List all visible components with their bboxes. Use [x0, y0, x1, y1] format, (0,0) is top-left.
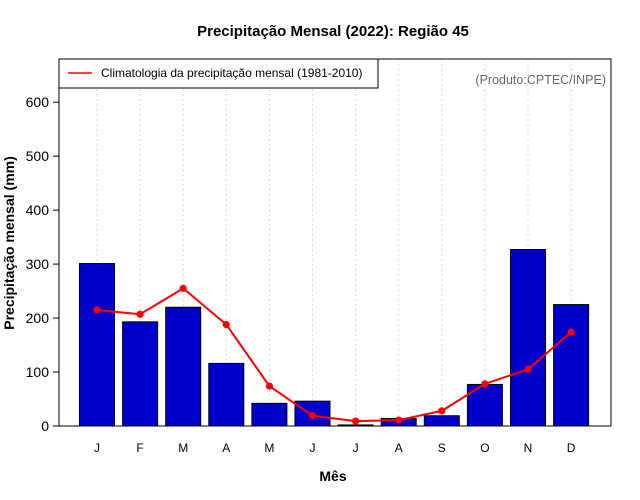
y-tick-label: 0 — [41, 418, 49, 434]
line-point — [438, 407, 446, 415]
x-tick-label: M — [178, 441, 188, 455]
line-point — [524, 365, 532, 373]
bar — [553, 304, 590, 427]
y-tick-label: 300 — [26, 256, 50, 272]
line-point — [395, 416, 403, 424]
line-point — [352, 417, 360, 425]
bar — [208, 362, 245, 427]
bar — [423, 415, 460, 427]
line-point — [567, 328, 575, 336]
y-tick-label: 100 — [26, 364, 50, 380]
legend-label: Climatologia da precipitação mensal (198… — [101, 66, 362, 80]
y-axis: 0 100 200 300 400 500 600 — [26, 94, 59, 434]
y-axis-label: Precipitação mensal (mm) — [1, 156, 17, 330]
legend: Climatologia da precipitação mensal (198… — [58, 58, 379, 89]
legend-box — [58, 58, 379, 89]
series-line — [96, 287, 572, 423]
x-tick-label: F — [136, 441, 143, 455]
x-tick-label: O — [480, 441, 489, 455]
x-tick-label: N — [524, 441, 533, 455]
y-tick-label: 400 — [26, 202, 50, 218]
line-point — [308, 412, 317, 420]
y-tick-label: 500 — [26, 148, 50, 164]
line-point — [179, 284, 187, 292]
x-tick-label: M — [264, 441, 274, 455]
bar — [165, 306, 202, 427]
x-axis-label: Mês — [319, 468, 346, 484]
x-tick-label: A — [222, 441, 230, 455]
x-tick-label: J — [94, 441, 100, 455]
bars — [79, 249, 590, 427]
x-tick-label: J — [310, 441, 316, 455]
x-tick-label: S — [438, 441, 446, 455]
climatology-line — [93, 284, 575, 425]
x-tick-label: D — [567, 441, 576, 455]
credit-text: (Produto:CPTEC/INPE) — [475, 73, 606, 87]
bar — [79, 263, 115, 427]
x-tick-label: J — [353, 441, 359, 455]
x-tick-label: A — [395, 441, 403, 455]
bar — [510, 249, 546, 427]
line-point — [481, 380, 489, 388]
chart-title: Precipitação Mensal (2022): Região 45 — [197, 23, 469, 40]
y-tick-label: 600 — [26, 94, 50, 110]
line-point — [222, 320, 230, 329]
y-tick-label: 200 — [26, 310, 50, 326]
bar — [251, 402, 288, 427]
bar — [122, 321, 159, 427]
line-point — [93, 306, 101, 314]
line-point — [265, 382, 273, 390]
line-point — [136, 310, 144, 318]
